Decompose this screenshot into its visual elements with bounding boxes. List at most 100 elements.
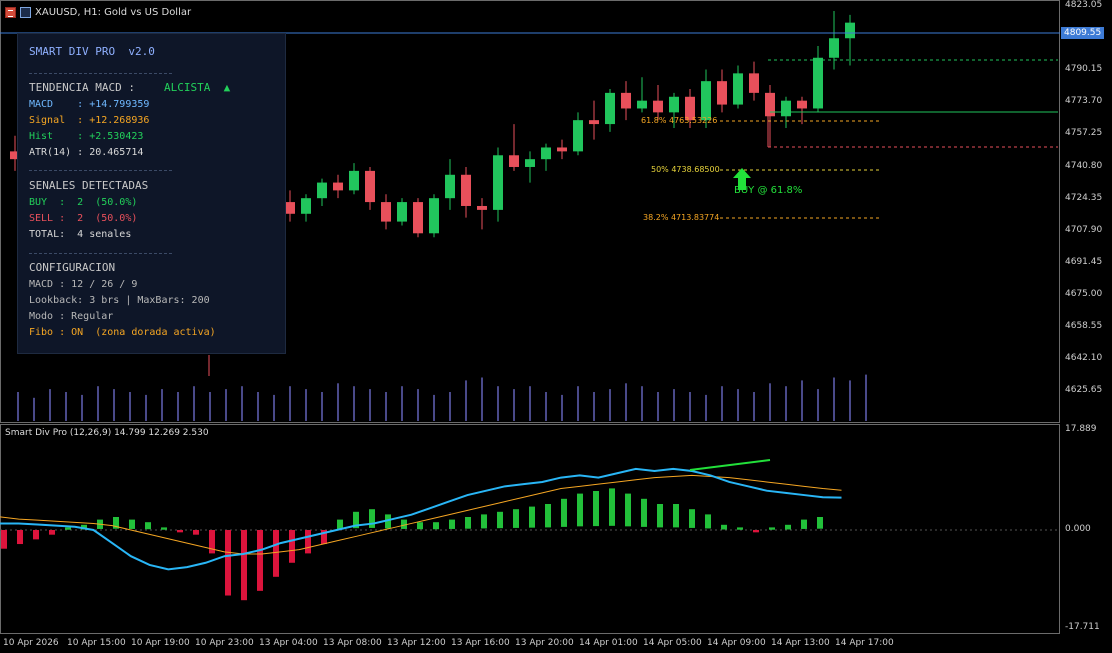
candle-body [621, 92, 631, 109]
histogram-bar [529, 506, 535, 528]
candle-body [381, 202, 391, 222]
price-scale[interactable]: 4823.054806.304790.154773.704757.254740.… [1060, 0, 1112, 423]
candle-body [717, 81, 727, 105]
histogram-bar [449, 519, 455, 529]
time-tick-label: 10 Apr 2026 [3, 638, 59, 648]
candle-body [797, 100, 807, 109]
config-mode: Modo : Regular [29, 311, 114, 322]
menu-icon[interactable] [5, 7, 16, 18]
candle-body [365, 170, 375, 203]
candle-body [669, 96, 679, 113]
histogram-bar [257, 530, 263, 591]
price-tick-label: 4757.25 [1065, 128, 1103, 139]
indicator-tick-label: -17.711 [1065, 622, 1100, 632]
candle-body [685, 96, 695, 121]
histogram-bar [225, 530, 231, 596]
candle-body [317, 182, 327, 199]
histogram-bar [577, 493, 583, 527]
price-tick-label: 4658.55 [1065, 321, 1103, 331]
candle-body [429, 198, 439, 234]
divider [29, 170, 172, 171]
time-tick-label: 13 Apr 08:00 [323, 638, 382, 648]
time-tick-label: 13 Apr 12:00 [387, 638, 446, 648]
price-tick-label: 4625.65 [1065, 385, 1103, 396]
time-tick-label: 14 Apr 17:00 [835, 638, 894, 648]
price-tick-label: 4707.90 [1065, 224, 1103, 235]
info-panel: SMART DIV PRO v2.0 TENDENCIA MACD : ALCI… [17, 33, 286, 354]
histogram-bar [817, 517, 823, 529]
indicator-scale[interactable]: 17.889 0.000 -17.711 [1060, 424, 1112, 634]
candle-body [589, 120, 599, 125]
histogram-bar [369, 509, 375, 528]
candle-body [557, 147, 567, 152]
indicator-title: Smart Div Pro (12,26,9) 14.799 12.269 2.… [5, 428, 209, 438]
candle-body [845, 22, 855, 39]
indicator-pane[interactable] [0, 424, 1060, 634]
candle-body [733, 73, 743, 105]
config-fibo: Fibo : ON (zona dorada activa) [29, 327, 216, 338]
hist-value: Hist : +2.530423 [29, 131, 144, 142]
candle-body [413, 202, 423, 234]
histogram-bar [49, 530, 55, 535]
histogram-bar [337, 519, 343, 529]
histogram-bar [769, 527, 775, 530]
candle-body [765, 92, 775, 117]
candle-body [525, 159, 535, 167]
candle-body [701, 81, 711, 121]
histogram-bar [417, 522, 423, 530]
histogram-bar [721, 524, 727, 530]
indicator-tick-label: 17.889 [1065, 424, 1097, 434]
candle-body [301, 198, 311, 214]
histogram-bar [609, 488, 615, 526]
candle-body [493, 155, 503, 210]
buy-signal-label: BUY @ 61.8% [734, 185, 803, 196]
candle-body [749, 73, 759, 93]
divider [29, 73, 172, 74]
histogram-bar [593, 491, 599, 527]
histogram-bar [305, 530, 311, 554]
macd-line [0, 467, 842, 571]
buy-arrow-icon [733, 168, 751, 190]
price-chart-pane[interactable] [0, 0, 1060, 423]
histogram-bar [561, 498, 567, 527]
config-lookback: Lookback: 3 brs | MaxBars: 200 [29, 295, 210, 306]
histogram-bar [241, 530, 247, 601]
time-axis[interactable]: 10 Apr 2026 10 Apr 15:00 10 Apr 19:00 10 Ap… [0, 634, 1060, 653]
window-grid-icon[interactable] [20, 7, 31, 18]
total-count: TOTAL: 4 senales [29, 229, 132, 240]
candle-body [397, 202, 407, 222]
time-tick-label: 13 Apr 16:00 [451, 638, 510, 648]
candle-body [829, 38, 839, 58]
histogram-bar [689, 509, 695, 528]
histogram-bar [785, 524, 791, 530]
candle-body [605, 92, 615, 125]
histogram-bar [481, 514, 487, 529]
histogram-bar [273, 530, 279, 577]
macd-value: MACD : +14.799359 [29, 99, 150, 110]
atr-value: ATR(14) : 20.465714 [29, 147, 144, 158]
time-tick-label: 13 Apr 20:00 [515, 638, 574, 648]
price-chart [0, 10, 1060, 421]
histogram-bar [625, 493, 631, 527]
candle-body [445, 174, 455, 199]
histogram-bar [33, 530, 39, 540]
time-tick-label: 14 Apr 13:00 [771, 638, 830, 648]
config-title: CONFIGURACION [29, 261, 116, 274]
histogram-bar [177, 530, 183, 533]
time-tick-label: 14 Apr 01:00 [579, 638, 638, 648]
divider [29, 253, 172, 254]
candle-body [285, 202, 295, 214]
histogram-bar [497, 511, 503, 529]
buy-count: BUY : 2 (50.0%) [29, 197, 138, 208]
price-tick-label: 4740.80 [1065, 160, 1103, 171]
histogram-bar [801, 519, 807, 529]
histogram-bar [433, 522, 439, 530]
histogram-bar [209, 530, 215, 554]
candle-body [813, 57, 823, 109]
sell-count: SELL : 2 (50.0%) [29, 213, 138, 224]
candle-body [461, 174, 471, 206]
histogram-bar [161, 527, 167, 530]
histogram-bar [657, 504, 663, 528]
candle-body [573, 120, 583, 152]
